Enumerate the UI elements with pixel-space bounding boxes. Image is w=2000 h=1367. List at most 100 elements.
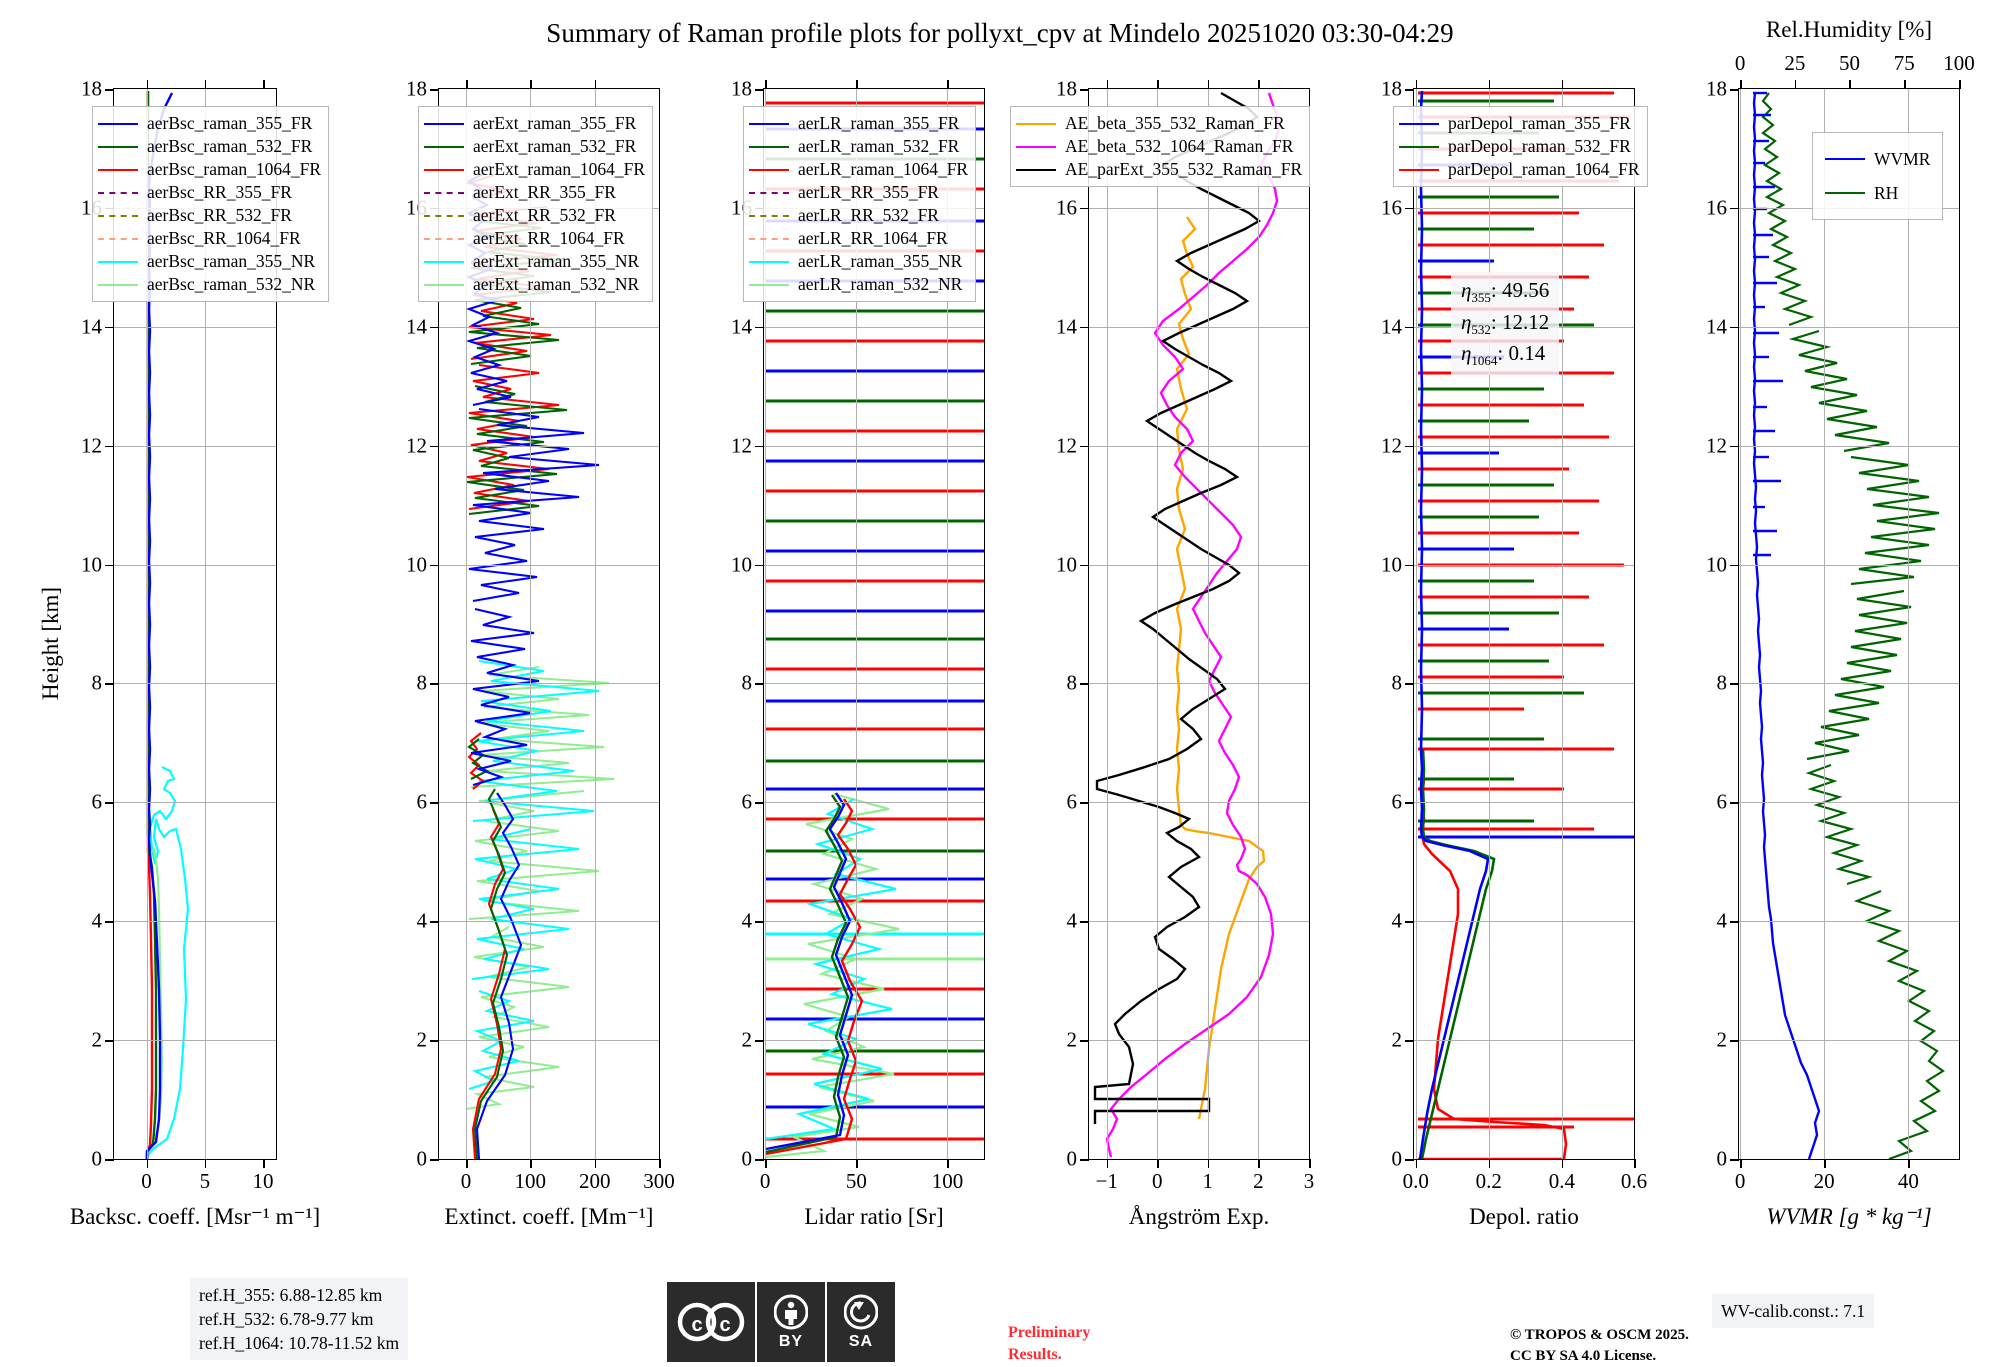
legend-extinction[interactable]: aerExt_raman_355_FR aerExt_raman_532_FR … <box>418 106 654 302</box>
legend-item[interactable]: aerBsc_RR_1064_FR <box>98 227 321 250</box>
y-tick-label: 10 <box>1706 552 1727 576</box>
legend-item[interactable]: RH <box>1825 176 1930 210</box>
rh-tick-label: 25 <box>1784 51 1806 75</box>
x-tick-top <box>1415 80 1418 89</box>
legend-item[interactable]: aerBsc_raman_355_FR <box>98 112 321 135</box>
x-tick <box>947 1159 950 1168</box>
y-tick-label: 10 <box>406 552 427 576</box>
x-tick-top <box>1207 80 1210 89</box>
panel-angstrom: 0 2 4 6 8 10 12 14 16 18 −1 0 1 2 3 Ångs… <box>1056 77 1314 1230</box>
x-tick-label: 40 <box>1897 1169 1919 1193</box>
legend-item[interactable]: aerLR_raman_532_FR <box>749 135 968 158</box>
legend-item[interactable]: aerBsc_RR_355_FR <box>98 181 321 204</box>
legend-item[interactable]: aerExt_RR_355_FR <box>424 181 645 204</box>
gridline-h <box>114 564 276 566</box>
gridline-h <box>1089 445 1309 447</box>
legend-item[interactable]: aerExt_RR_532_FR <box>424 204 645 227</box>
eta-subscript: 355 <box>1471 290 1491 306</box>
legend-item[interactable]: aerBsc_RR_532_FR <box>98 204 321 227</box>
legend-item[interactable]: parDepol_raman_532_FR <box>1399 135 1640 158</box>
y-tick-label: 18 <box>406 76 427 101</box>
series-angstrom <box>1093 91 1281 1158</box>
y-tick-label: 6 <box>1716 789 1728 814</box>
x-tick <box>1309 1159 1311 1168</box>
plot-area-angstrom <box>1089 89 1309 1159</box>
legend-wvmr[interactable]: WVMR RH <box>1812 132 1944 220</box>
legend-item[interactable]: aerExt_raman_1064_FR <box>424 158 645 181</box>
legend-item[interactable]: aerLR_RR_532_FR <box>749 204 968 227</box>
legend-swatch <box>424 168 464 171</box>
x-tick-label: 0 <box>1151 1169 1163 1193</box>
legend-item[interactable]: WVMR <box>1825 142 1930 176</box>
y-tick-label: 18 <box>1056 76 1077 101</box>
gridline-v <box>1561 89 1563 1159</box>
legend-item[interactable]: aerLR_RR_1064_FR <box>749 227 968 250</box>
legend-item[interactable]: aerLR_raman_355_NR <box>749 250 968 273</box>
legend-item[interactable]: aerBsc_raman_355_NR <box>98 250 321 273</box>
legend-label: aerBsc_raman_532_FR <box>147 136 313 157</box>
svg-text:c: c <box>719 1314 730 1336</box>
legend-label: AE_parExt_355_532_Raman_FR <box>1065 159 1303 180</box>
legend-swatch <box>424 283 464 286</box>
legend-label: aerBsc_RR_1064_FR <box>147 228 301 249</box>
legend-swatch <box>424 214 464 217</box>
x-tick-top <box>947 80 950 89</box>
legend-item[interactable]: aerExt_raman_532_FR <box>424 135 645 158</box>
gridline-h <box>764 326 984 328</box>
preliminary-results-note: Preliminary Results. <box>1008 1322 1090 1365</box>
y-tick <box>1730 445 1739 448</box>
gridline-h <box>439 683 659 685</box>
legend-item[interactable]: parDepol_raman_1064_FR <box>1399 158 1640 181</box>
eta-symbol: η <box>1461 341 1472 366</box>
legend-item[interactable]: aerLR_raman_532_NR <box>749 273 968 296</box>
legend-item[interactable]: aerBsc_raman_532_NR <box>98 273 321 296</box>
legend-item[interactable]: aerExt_raman_532_NR <box>424 273 645 296</box>
legend-item[interactable]: aerExt_raman_355_NR <box>424 250 645 273</box>
y-tick <box>1405 207 1414 210</box>
legend-item[interactable]: aerExt_RR_1064_FR <box>424 227 645 250</box>
x-tick-top <box>1106 80 1109 89</box>
legend-item[interactable]: AE_parExt_355_532_Raman_FR <box>1016 158 1302 181</box>
legend-item[interactable]: AE_beta_532_1064_Raman_FR <box>1016 135 1302 158</box>
legend-label: aerBsc_RR_355_FR <box>147 182 292 203</box>
legend-item[interactable]: aerLR_raman_355_FR <box>749 112 968 135</box>
y-tick <box>430 921 439 923</box>
y-tick <box>105 326 114 329</box>
legend-label: aerExt_RR_532_FR <box>473 205 616 226</box>
x-tick-label: 0.0 <box>1402 1169 1429 1193</box>
y-tick <box>105 683 114 686</box>
legend-label: aerBsc_raman_355_FR <box>147 113 313 134</box>
y-tick <box>105 89 114 91</box>
x-tick-label: 300 <box>643 1169 675 1193</box>
legend-item[interactable]: aerBsc_raman_532_FR <box>98 135 321 158</box>
legend-angstrom[interactable]: AE_beta_355_532_Raman_FR AE_beta_532_106… <box>1010 106 1311 187</box>
y-tick-label: 8 <box>1391 670 1403 695</box>
legend-label: parDepol_raman_1064_FR <box>1448 159 1640 180</box>
eta-subscript: 1064 <box>1471 353 1498 369</box>
legend-label: aerExt_raman_355_FR <box>473 113 637 134</box>
y-tick-label: 2 <box>91 1027 103 1052</box>
legend-item[interactable]: aerLR_raman_1064_FR <box>749 158 968 181</box>
legend-backscatter[interactable]: aerBsc_raman_355_FR aerBsc_raman_532_FR … <box>92 106 329 302</box>
legend-item[interactable]: AE_beta_355_532_Raman_FR <box>1016 112 1302 135</box>
legend-item[interactable]: aerLR_RR_355_FR <box>749 181 968 204</box>
cc-license-badge[interactable]: c c BY SA <box>667 1282 895 1362</box>
legend-swatch <box>749 237 789 240</box>
legend-label: aerBsc_raman_355_NR <box>147 251 316 272</box>
y-tick <box>105 564 114 567</box>
legend-item[interactable]: parDepol_raman_355_FR <box>1399 112 1640 135</box>
gridline-h <box>439 1040 659 1042</box>
gridline-h <box>1739 326 1959 328</box>
x-tick-top <box>1157 80 1159 89</box>
y-tick-label: 10 <box>1381 552 1402 576</box>
legend-item[interactable]: aerBsc_raman_1064_FR <box>98 158 321 181</box>
gridline-h <box>1089 207 1309 209</box>
y-tick <box>105 921 114 923</box>
legend-item[interactable]: aerExt_raman_355_FR <box>424 112 645 135</box>
legend-swatch <box>1825 192 1865 194</box>
legend-lidar-ratio[interactable]: aerLR_raman_355_FR aerLR_raman_532_FR ae… <box>743 106 977 302</box>
gridline-v <box>466 89 468 1159</box>
x-tick <box>1488 1159 1491 1168</box>
legend-depolarization[interactable]: parDepol_raman_355_FR parDepol_raman_532… <box>1393 106 1648 187</box>
x-tick-label: 0 <box>1734 1169 1746 1193</box>
